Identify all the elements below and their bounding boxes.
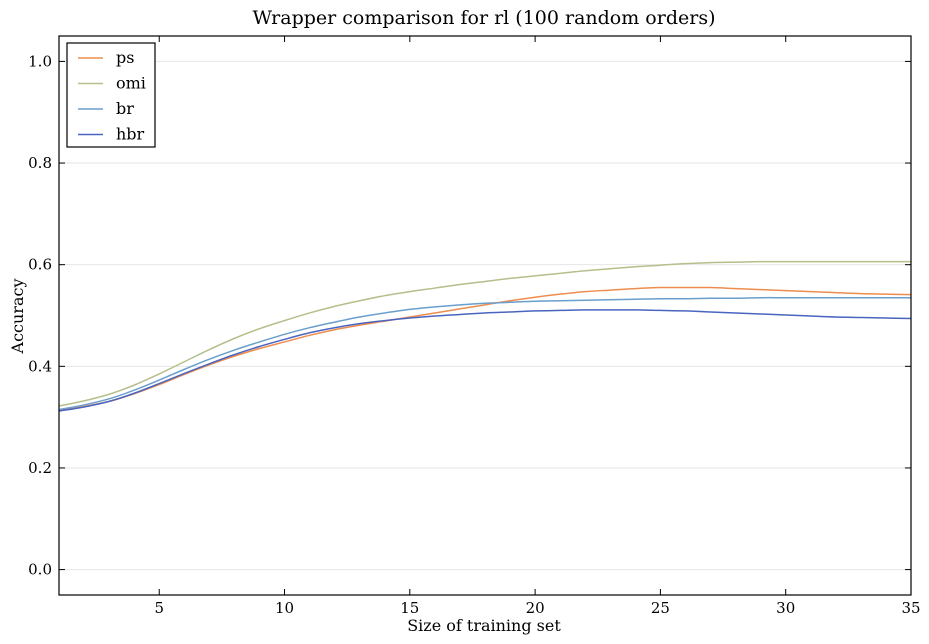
x-tick-label: 5 (154, 599, 164, 617)
y-axis-label: Accuracy (8, 279, 27, 355)
legend: ps omi br hbr (66, 42, 156, 148)
legend-label-hbr: hbr (116, 125, 145, 144)
chart-title: Wrapper comparison for rl (100 random or… (253, 7, 716, 29)
y-tick-label: 0.2 (28, 459, 52, 477)
series-line-hbr (58, 309, 912, 412)
legend-label-omi: omi (116, 74, 146, 93)
x-tick-label: 25 (651, 599, 670, 617)
y-tick-label: 0.0 (28, 561, 52, 579)
y-tick-label: 0.6 (28, 256, 52, 274)
x-tick-label: 30 (776, 599, 795, 617)
x-tick-label: 15 (400, 599, 419, 617)
legend-box (66, 42, 156, 148)
x-tick-label: 20 (526, 599, 545, 617)
legend-label-ps: ps (116, 48, 134, 67)
legend-label-br: br (116, 99, 134, 118)
y-tick-label: 1.0 (28, 52, 52, 70)
series-line-ps (58, 286, 912, 412)
y-tick-label: 0.8 (28, 154, 52, 172)
plot-frame (58, 35, 912, 596)
x-tick-label: 10 (275, 599, 294, 617)
axis-ticks: 0.0 0.2 0.4 0.6 0.8 1.0 5 10 15 20 25 30 35 (28, 36, 921, 617)
x-tick-label: 35 (901, 599, 920, 617)
series-line-omi (58, 260, 911, 407)
series-line-br (58, 296, 911, 411)
y-tick-label: 0.4 (28, 357, 52, 375)
x-axis-label: Size of training set (407, 616, 561, 635)
series-lines (58, 260, 912, 412)
